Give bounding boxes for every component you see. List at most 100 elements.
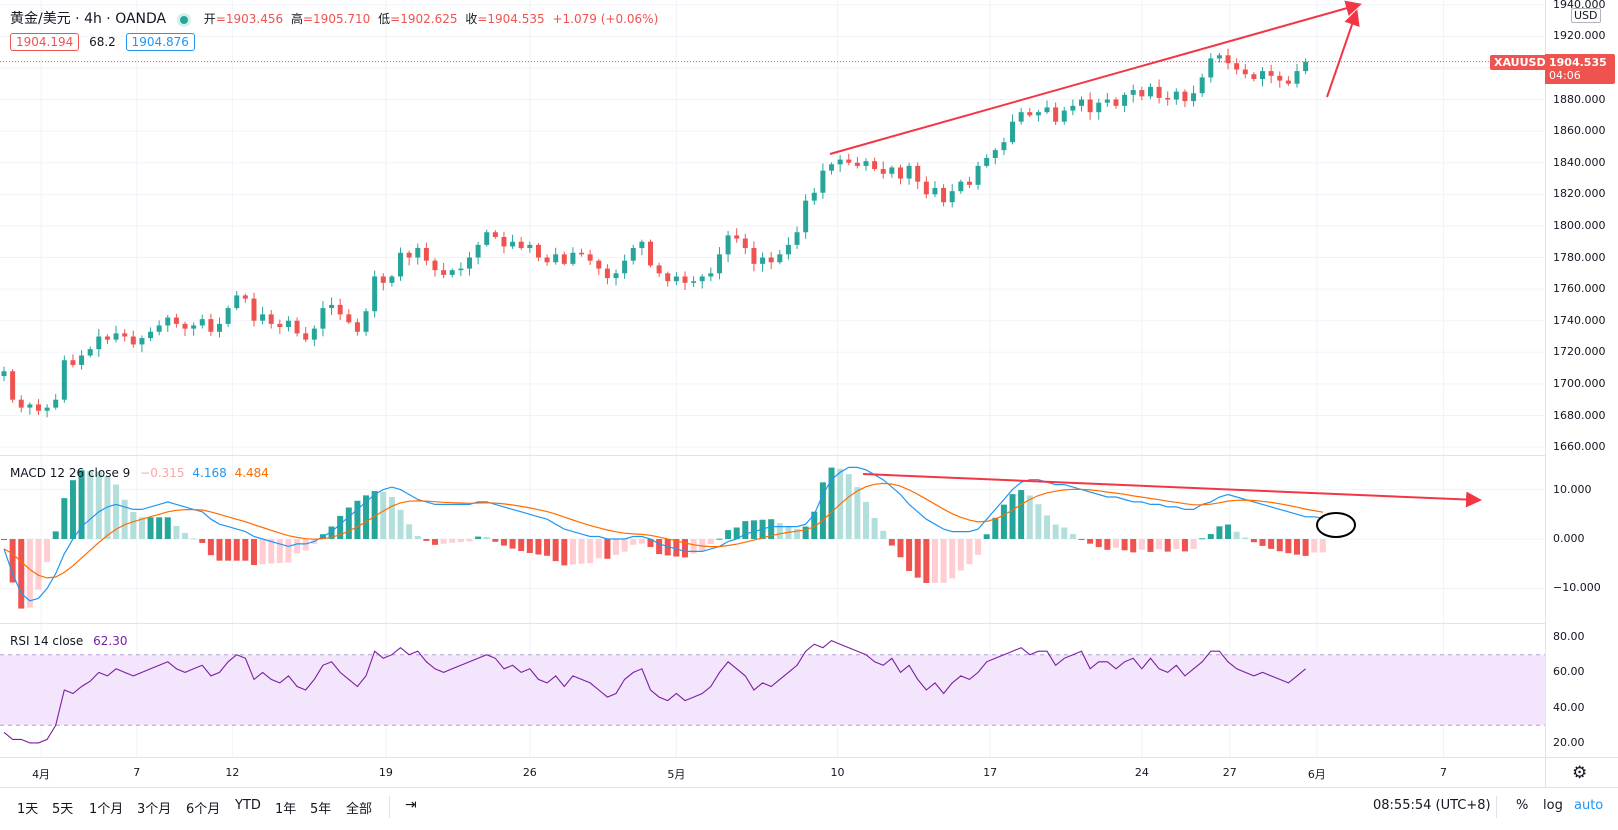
candle-body: [691, 281, 697, 283]
range-6m-button[interactable]: 6个月: [186, 802, 221, 817]
grid: [0, 0, 1545, 757]
candle-body: [294, 320, 300, 334]
time-tick-label: 27: [1222, 766, 1237, 779]
bid-badge[interactable]: 1904.194: [10, 33, 80, 51]
range-5d-button[interactable]: 5天: [52, 802, 74, 817]
candle-body: [1234, 63, 1240, 70]
crossover-circle[interactable]: [1316, 512, 1356, 538]
candle-body: [441, 270, 447, 275]
time-axis[interactable]: 4月 7 12 19 26 5月 10 17 24 27 6月 7: [0, 757, 1545, 787]
candle-body: [829, 164, 835, 171]
macd-histogram-bar: [207, 539, 214, 556]
macd-histogram-bar: [621, 539, 628, 552]
candle-body: [380, 276, 386, 283]
candle-body: [1208, 58, 1214, 78]
price-tick-label: 1780.000: [1553, 250, 1606, 264]
rsi-tick-label: 40.00: [1553, 700, 1585, 714]
macd-label[interactable]: MACD 12 26 close 9: [10, 466, 131, 480]
range-5y-button[interactable]: 5年: [310, 802, 332, 817]
time-tick-label: 4月: [32, 768, 51, 781]
axis-divider: [1545, 0, 1546, 787]
candle-body: [1027, 112, 1033, 116]
candle-body: [863, 161, 869, 166]
macd-histogram-bar: [647, 539, 654, 548]
chart-canvas[interactable]: [0, 0, 1618, 787]
macd-histogram-bar: [1087, 539, 1094, 544]
symbol-title[interactable]: 黄金/美元 · 4h · OANDA: [10, 11, 167, 27]
spread-value: 68.2: [89, 35, 116, 49]
macd-histogram-bar: [138, 517, 145, 539]
candle-body: [1191, 93, 1197, 102]
candle-body: [1294, 71, 1300, 84]
range-all-button[interactable]: 全部: [346, 802, 373, 817]
candle-body: [725, 235, 731, 255]
candle-body: [880, 169, 886, 174]
pane-divider-1[interactable]: [0, 455, 1545, 456]
trend-arrow-up[interactable]: [829, 0, 1362, 155]
auto-scale-toggle[interactable]: auto: [1574, 798, 1604, 813]
macd-histogram-bar: [975, 539, 982, 555]
range-1y-button[interactable]: 1年: [275, 802, 297, 817]
divider: [1496, 796, 1497, 818]
macd-histogram-bar: [802, 526, 809, 539]
candle-body: [794, 232, 800, 245]
pane-divider-2[interactable]: [0, 623, 1545, 624]
macd-histogram-bar: [500, 539, 507, 546]
macd-histogram-bar: [432, 539, 438, 545]
candle-body: [760, 257, 766, 264]
ask-badge[interactable]: 1904.876: [125, 33, 195, 51]
clock-display[interactable]: 08:55:54 (UTC+8): [1373, 798, 1491, 813]
candle-body: [716, 254, 722, 274]
macd-signal-line: [3, 482, 1324, 579]
macd-histogram-bar: [35, 539, 42, 590]
rsi-line: [3, 639, 1306, 744]
macd-histogram-bar: [768, 519, 775, 539]
macd-histogram-bar: [544, 539, 551, 556]
candle-body: [984, 157, 990, 166]
range-1m-button[interactable]: 1个月: [89, 802, 124, 817]
candle-body: [1122, 94, 1128, 106]
candle-body: [1104, 99, 1110, 103]
macd-histogram-bar: [18, 539, 25, 609]
bottom-toolbar: 1天 5天 1个月 3个月 6个月 YTD 1年 5年 全部 ⇥ 08:55:5…: [0, 787, 1618, 830]
high-label: 高: [290, 12, 303, 26]
annotations: [829, 0, 1482, 538]
candle-body: [104, 336, 110, 340]
percent-scale-toggle[interactable]: %: [1516, 798, 1529, 813]
macd-histogram-bar: [225, 539, 232, 561]
macd-histogram-bar: [845, 474, 852, 539]
macd-histogram-bar: [535, 539, 542, 555]
candle-body: [1242, 69, 1248, 75]
macd-histogram-bar: [664, 539, 671, 556]
macd-histogram-bar: [1, 539, 7, 540]
macd-histogram-bar: [1181, 539, 1188, 552]
macd-histogram-bar: [1173, 539, 1180, 550]
candle-body: [389, 276, 395, 283]
range-ytd-button[interactable]: YTD: [235, 798, 261, 813]
macd-histogram-bar: [1018, 490, 1025, 539]
macd-histogram-bar: [259, 539, 266, 565]
macd-histogram-bar: [828, 467, 835, 539]
macd-histogram-bar: [983, 534, 990, 539]
range-3m-button[interactable]: 3个月: [137, 802, 172, 817]
macd-histogram-bar: [1302, 539, 1309, 556]
macd-histogram-bar: [44, 539, 51, 563]
rsi-label[interactable]: RSI 14 close: [10, 634, 84, 648]
price-axis[interactable]: USD 1940.0001920.0001900.0001880.0001860…: [1545, 0, 1618, 760]
time-tick-label: 24: [1134, 766, 1149, 779]
log-scale-toggle[interactable]: log: [1543, 798, 1563, 813]
macd-histogram-bar: [1121, 539, 1128, 551]
range-1d-button[interactable]: 1天: [17, 802, 39, 817]
trend-arrow-steep[interactable]: [1326, 9, 1360, 98]
goto-date-icon[interactable]: ⇥: [405, 797, 417, 813]
macd-histogram-bar: [130, 511, 137, 539]
macd-histogram-bar: [397, 509, 404, 539]
rsi-legend: RSI 14 close 62.30: [10, 634, 128, 648]
divergence-arrow[interactable]: [862, 473, 1482, 508]
candle-body: [1277, 75, 1283, 81]
macd-histogram-bar: [406, 524, 413, 539]
candle-body: [260, 314, 266, 321]
macd-histogram-bar: [328, 526, 335, 539]
macd-histogram-bar: [931, 539, 938, 583]
settings-gear-icon[interactable]: ⚙: [1572, 763, 1588, 783]
